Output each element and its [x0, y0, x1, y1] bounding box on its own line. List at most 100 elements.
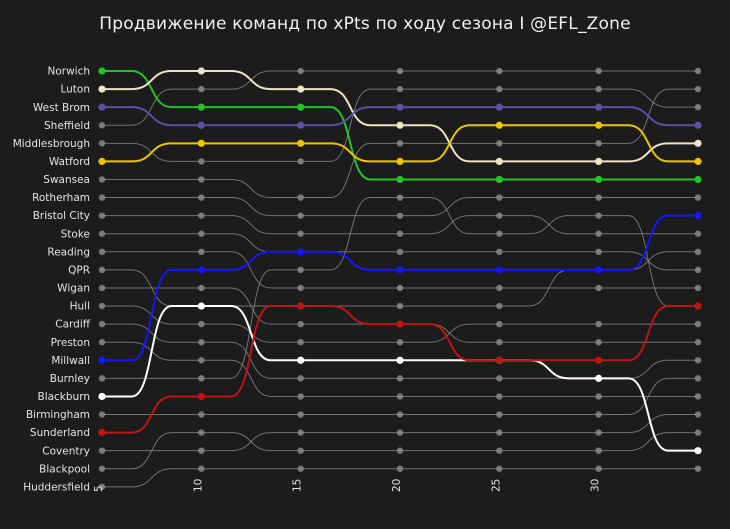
data-point[interactable] [98, 284, 106, 292]
data-point[interactable] [694, 302, 702, 310]
data-point[interactable] [595, 85, 602, 93]
data-point[interactable] [98, 248, 106, 255]
data-point[interactable] [496, 447, 503, 454]
data-point[interactable] [595, 339, 602, 346]
data-point[interactable] [694, 67, 702, 75]
data-point[interactable] [595, 374, 603, 382]
data-point[interactable] [694, 320, 702, 328]
data-point[interactable] [98, 157, 106, 165]
data-point[interactable] [694, 393, 702, 400]
data-point[interactable] [496, 140, 503, 147]
data-point[interactable] [595, 140, 602, 147]
data-point[interactable] [396, 284, 404, 292]
data-point[interactable] [694, 284, 702, 292]
data-point[interactable] [198, 158, 205, 165]
data-point[interactable] [297, 121, 305, 129]
data-point[interactable] [197, 67, 205, 75]
data-point[interactable] [98, 212, 106, 219]
data-point[interactable] [198, 447, 205, 454]
data-point[interactable] [396, 411, 404, 418]
data-point[interactable] [297, 158, 304, 165]
data-point[interactable] [98, 320, 106, 328]
data-point[interactable] [694, 85, 702, 93]
data-point[interactable] [694, 429, 702, 436]
data-point[interactable] [297, 67, 304, 75]
data-point[interactable] [297, 393, 304, 400]
data-point[interactable] [694, 375, 702, 382]
data-point[interactable] [198, 230, 205, 237]
data-point[interactable] [198, 212, 205, 219]
data-point[interactable] [98, 140, 106, 147]
data-point[interactable] [496, 85, 503, 93]
data-point[interactable] [98, 176, 106, 183]
data-point[interactable] [595, 356, 603, 364]
data-point[interactable] [694, 266, 702, 274]
data-point[interactable] [396, 85, 404, 93]
data-point[interactable] [197, 302, 205, 310]
data-point[interactable] [396, 248, 404, 255]
data-point[interactable] [297, 284, 304, 292]
data-point[interactable] [496, 212, 503, 219]
data-point[interactable] [197, 392, 205, 401]
data-point[interactable] [595, 67, 602, 75]
data-point[interactable] [496, 375, 503, 382]
data-point[interactable] [496, 248, 503, 255]
data-point[interactable] [198, 248, 205, 255]
data-point[interactable] [98, 266, 106, 274]
data-point[interactable] [396, 447, 404, 454]
data-point[interactable] [396, 140, 404, 147]
data-point[interactable] [396, 266, 404, 274]
data-point[interactable] [496, 67, 503, 75]
data-point[interactable] [595, 266, 603, 274]
data-point[interactable] [396, 356, 404, 364]
data-point[interactable] [198, 375, 205, 382]
data-point[interactable] [694, 357, 702, 364]
data-point[interactable] [98, 67, 106, 75]
data-point[interactable] [495, 266, 503, 274]
data-point[interactable] [98, 302, 106, 310]
data-point[interactable] [198, 339, 205, 346]
data-point[interactable] [694, 103, 702, 111]
data-point[interactable] [98, 447, 106, 454]
data-point[interactable] [297, 212, 304, 219]
data-point[interactable] [694, 157, 702, 165]
data-point[interactable] [694, 465, 702, 472]
data-point[interactable] [496, 302, 503, 310]
data-point[interactable] [297, 139, 305, 147]
data-point[interactable] [297, 103, 305, 111]
data-point[interactable] [396, 465, 404, 472]
data-point[interactable] [495, 121, 503, 129]
data-point[interactable] [197, 266, 205, 274]
data-point[interactable] [98, 483, 106, 491]
data-point[interactable] [694, 121, 702, 129]
data-point[interactable] [595, 393, 602, 400]
data-point[interactable] [595, 175, 603, 184]
data-point[interactable] [297, 85, 305, 93]
data-point[interactable] [595, 465, 602, 472]
data-point[interactable] [198, 320, 205, 328]
data-point[interactable] [98, 339, 106, 346]
data-point[interactable] [595, 194, 602, 201]
data-point[interactable] [495, 175, 503, 184]
data-point[interactable] [694, 139, 702, 147]
data-point[interactable] [396, 230, 404, 237]
data-point[interactable] [595, 103, 603, 111]
data-point[interactable] [496, 230, 503, 237]
data-point[interactable] [694, 248, 702, 255]
data-point[interactable] [396, 194, 404, 201]
data-point[interactable] [396, 157, 404, 165]
data-point[interactable] [98, 194, 106, 201]
data-point[interactable] [98, 429, 106, 437]
data-point[interactable] [98, 411, 106, 418]
data-point[interactable] [98, 122, 106, 129]
data-point[interactable] [496, 320, 503, 328]
data-point[interactable] [297, 302, 305, 310]
data-point[interactable] [198, 429, 205, 436]
data-point[interactable] [595, 284, 602, 292]
data-point[interactable] [297, 447, 304, 454]
data-point[interactable] [694, 230, 702, 237]
data-point[interactable] [496, 194, 503, 201]
data-point[interactable] [198, 194, 205, 201]
data-point[interactable] [496, 411, 503, 418]
data-point[interactable] [595, 447, 602, 454]
